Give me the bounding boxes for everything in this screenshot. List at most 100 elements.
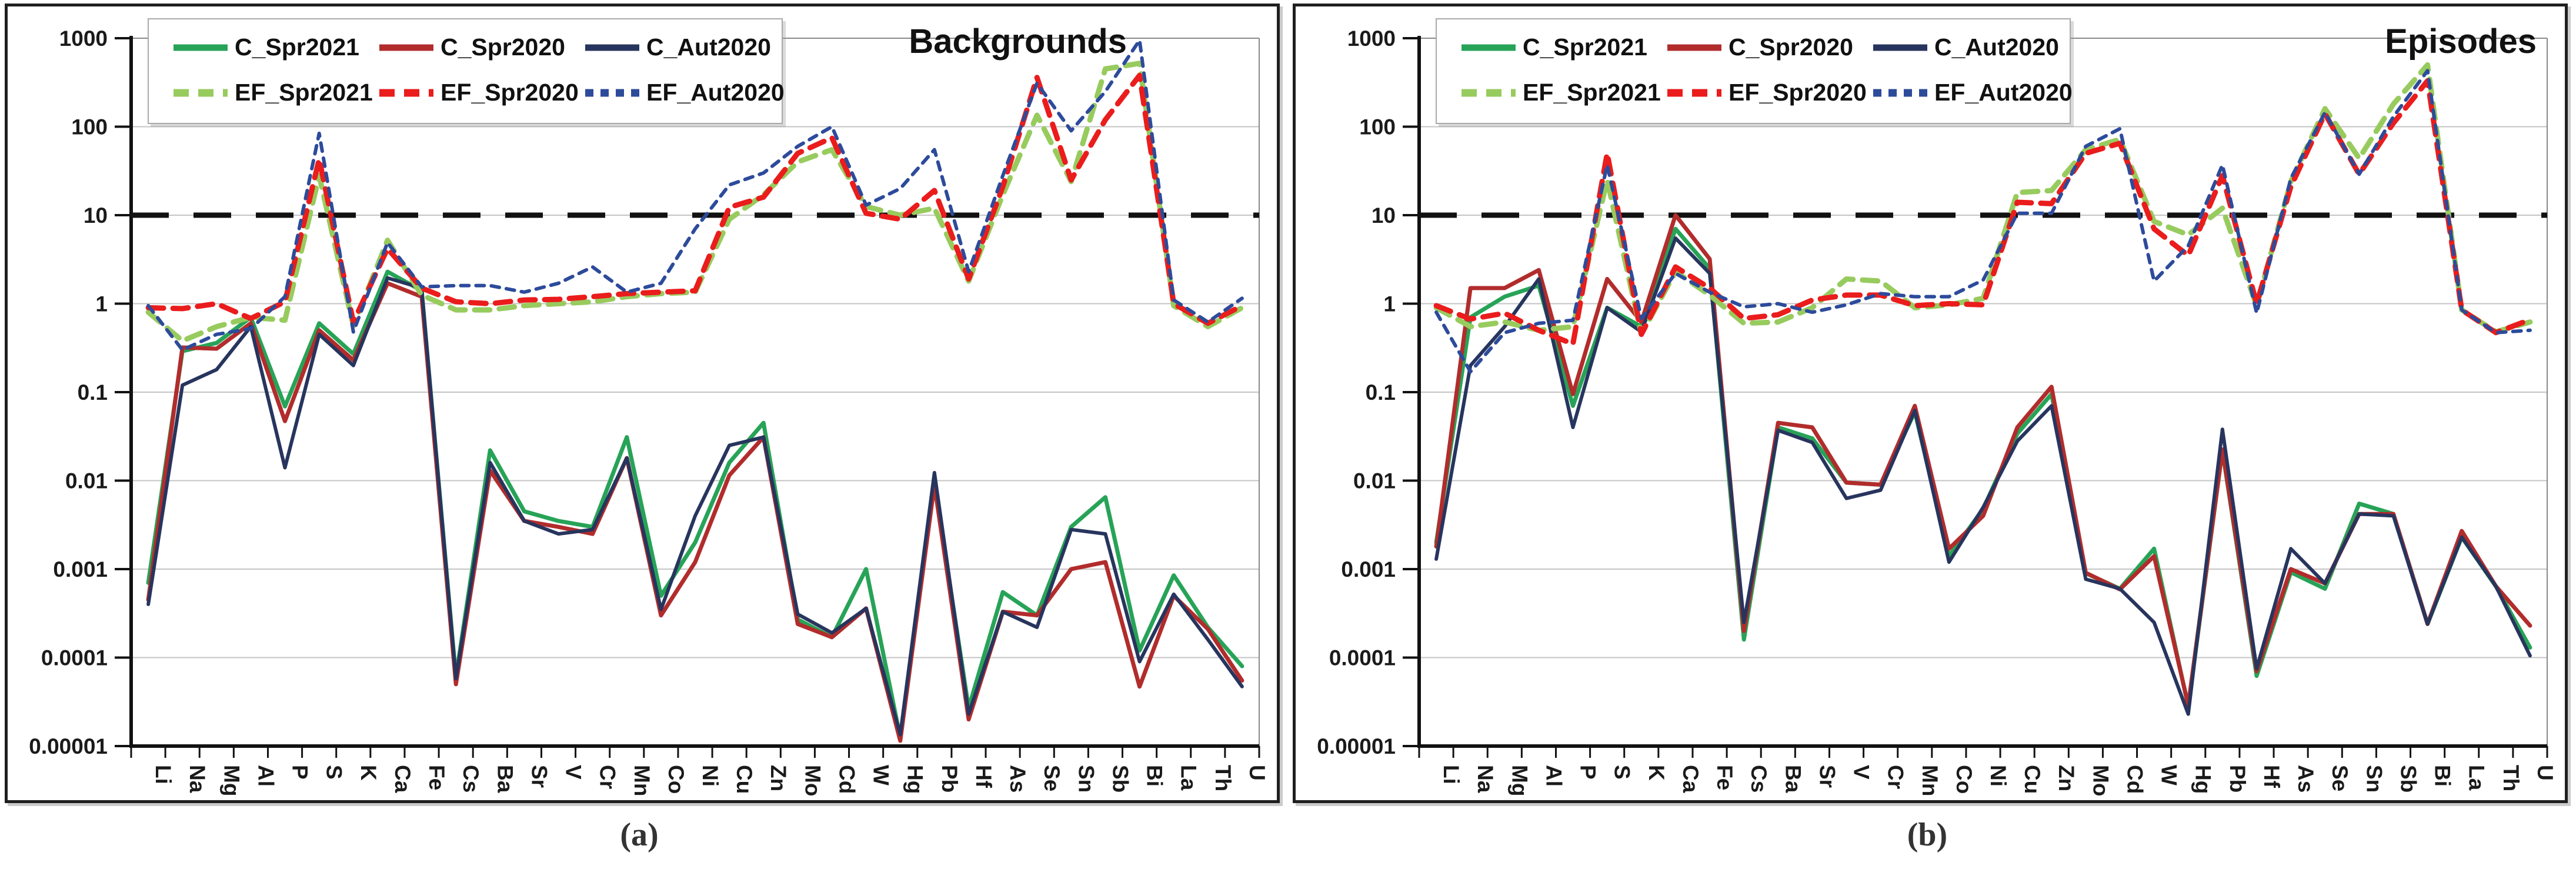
y-tick-label: 0.00001 xyxy=(29,734,108,758)
legend-line-icon xyxy=(379,44,433,51)
series-line-C_Spr2021 xyxy=(146,269,1244,740)
legend-line-icon xyxy=(1667,89,1721,96)
legend-label: EF_Aut2020 xyxy=(646,79,785,106)
y-tick-label: 1000 xyxy=(1347,26,1396,51)
legend-item-C_Aut2020: C_Aut2020 xyxy=(1872,34,2059,61)
y-tick-label: 0.0001 xyxy=(41,646,108,670)
y-tick-label: 0.1 xyxy=(1366,380,1396,404)
y-tick-label: 1 xyxy=(1383,292,1396,316)
x-tick-label-Sn: Sn xyxy=(2362,765,2386,793)
x-tick-label-Se: Se xyxy=(2328,765,2352,791)
series-line-EF_Aut2020 xyxy=(1434,69,2532,374)
legend-line-icon xyxy=(173,44,228,51)
x-tick-label-S: S xyxy=(322,765,346,780)
page-title-episodes: Episodes xyxy=(2385,22,2537,61)
legend-label: C_Aut2020 xyxy=(646,34,771,61)
x-tick-label-Mg: Mg xyxy=(1507,765,1531,796)
legend-label: EF_Spr2020 xyxy=(1729,79,1867,106)
y-tick-label: 0.01 xyxy=(1353,469,1396,493)
x-tick-label-Ni: Ni xyxy=(1986,765,2010,787)
chart-panel-backgrounds: 1000 100 10 1 0.1 0.01 0.001 0.0001 0.00001 Li Na M… xyxy=(5,4,1280,803)
x-tick-label-Sb: Sb xyxy=(2396,765,2420,793)
x-tick-label-Fe: Fe xyxy=(425,765,449,790)
legend-item-C_Spr2021: C_Spr2021 xyxy=(1460,34,1666,61)
legend-label: EF_Aut2020 xyxy=(1934,79,2073,106)
x-tick-label-P: P xyxy=(1576,765,1600,780)
legend-line-icon xyxy=(1461,89,1516,96)
x-tick-label-Th: Th xyxy=(2499,765,2523,791)
legend-line-icon xyxy=(585,89,639,96)
legend: C_Spr2021 C_Spr2020 C_Aut2020 EF_Spr2021 EF_… xyxy=(148,18,785,124)
x-tick-label-Cs: Cs xyxy=(1747,765,1771,793)
x-tick-label-Fe: Fe xyxy=(1713,765,1737,790)
x-tick-label-Hg: Hg xyxy=(903,765,927,794)
legend-label: EF_Spr2021 xyxy=(235,79,373,106)
x-tick-label-Ca: Ca xyxy=(391,765,415,793)
legend-label: EF_Spr2021 xyxy=(1523,79,1661,106)
x-tick-label-U: U xyxy=(2533,765,2557,781)
x-tick-label-U: U xyxy=(1245,765,1269,781)
x-tick-label-Mn: Mn xyxy=(630,765,654,796)
x-tick-label-W: W xyxy=(869,765,893,785)
x-tick-label-Mo: Mo xyxy=(800,765,825,796)
legend-label: C_Aut2020 xyxy=(1934,34,2059,61)
x-tick-label-W: W xyxy=(2157,765,2181,785)
y-tick-label: 10 xyxy=(84,203,108,228)
x-tick-label-Pb: Pb xyxy=(937,765,962,793)
x-tick-label-K: K xyxy=(1644,765,1669,781)
x-tick-label-Na: Na xyxy=(185,765,209,793)
legend-item-EF_Spr2020: EF_Spr2020 xyxy=(1666,79,1872,106)
legend-line-icon xyxy=(1873,89,1927,96)
legend-label: C_Spr2021 xyxy=(1523,34,1647,61)
y-tick-label: 0.1 xyxy=(78,380,108,404)
subfigure-caption-b: (b) xyxy=(1907,817,1948,853)
x-tick-label-Zn: Zn xyxy=(2054,765,2078,791)
x-tick-label-As: As xyxy=(2294,765,2318,793)
x-tick-label-Pb: Pb xyxy=(2225,765,2250,793)
legend-label: C_Spr2021 xyxy=(235,34,359,61)
series-line-EF_Aut2020 xyxy=(146,38,1244,352)
x-tick-label-Cd: Cd xyxy=(2123,765,2147,794)
x-tick-label-Cr: Cr xyxy=(1884,765,1908,789)
legend-item-C_Spr2020: C_Spr2020 xyxy=(378,34,584,61)
legend-line-icon xyxy=(379,89,433,96)
legend-line-icon xyxy=(1667,44,1721,51)
legend-line-icon xyxy=(1873,44,1927,51)
x-tick-label-Th: Th xyxy=(1211,765,1235,791)
x-tick-label-Hg: Hg xyxy=(2191,765,2215,794)
x-tick-label-Cu: Cu xyxy=(732,765,756,794)
x-tick-label-Mn: Mn xyxy=(1918,765,1942,796)
y-tick-label: 0.01 xyxy=(65,469,108,493)
legend-item-EF_Aut2020: EF_Aut2020 xyxy=(1872,79,2073,106)
x-tick-label-Co: Co xyxy=(1952,765,1976,794)
x-tick-label-Sn: Sn xyxy=(1074,765,1098,793)
x-tick-label-La: La xyxy=(1177,765,1201,791)
legend-label: C_Spr2020 xyxy=(1729,34,1853,61)
y-tick-label: 1 xyxy=(95,292,108,316)
legend-item-EF_Spr2021: EF_Spr2021 xyxy=(1460,79,1666,106)
x-tick-label-Hf: Hf xyxy=(972,765,996,788)
legend-line-icon xyxy=(173,89,228,96)
backgrounds-plot-svg: 1000 100 10 1 0.1 0.01 0.001 0.0001 0.00001 Li Na M… xyxy=(29,26,1269,796)
legend-item-C_Spr2020: C_Spr2020 xyxy=(1666,34,1872,61)
series-line-EF_Spr2021 xyxy=(1433,62,2533,337)
series-line-EF_Spr2020 xyxy=(145,72,1245,326)
x-tick-label-Ca: Ca xyxy=(1679,765,1703,793)
x-tick-label-Al: Al xyxy=(1541,765,1566,787)
legend-item-C_Spr2021: C_Spr2021 xyxy=(172,34,378,61)
x-tick-label-Sr: Sr xyxy=(1815,765,1839,788)
x-tick-label-Bi: Bi xyxy=(2431,765,2455,787)
y-tick-label: 0.0001 xyxy=(1329,646,1396,670)
x-tick-label-S: S xyxy=(1610,765,1634,780)
x-tick-label-Hf: Hf xyxy=(2260,765,2284,788)
x-tick-label-Sr: Sr xyxy=(527,765,551,788)
legend-line-icon xyxy=(585,44,639,51)
legend-item-EF_Spr2020: EF_Spr2020 xyxy=(378,79,584,106)
legend: C_Spr2021 C_Spr2020 C_Aut2020 EF_Spr2021 EF_… xyxy=(1436,18,2073,124)
series-line-C_Spr2020 xyxy=(146,281,1244,743)
x-tick-label-Na: Na xyxy=(1473,765,1497,793)
x-tick-label-As: As xyxy=(1006,765,1030,793)
episodes-plot-svg: 1000 100 10 1 0.1 0.01 0.001 0.0001 0.00001 Li Na M… xyxy=(1317,26,2557,796)
series-line-C_Spr2020 xyxy=(1434,213,2532,707)
x-tick-label-Li: Li xyxy=(151,765,175,784)
